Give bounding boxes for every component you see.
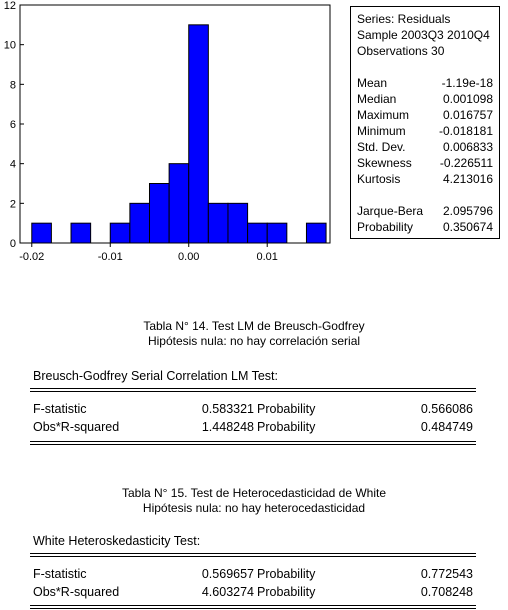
stat-name: F-statistic: [33, 567, 87, 581]
x-tick-label: 0.01: [257, 251, 278, 263]
probability-value: 0.484749: [420, 420, 473, 434]
breusch-godfrey-test-title: Breusch-Godfrey Serial Correlation LM Te…: [33, 369, 279, 383]
table14-row-f-statistic: F-statistic 0.583321 Probability 0.56608…: [33, 402, 473, 419]
histogram-bar: [227, 202, 249, 244]
y-tick-label: 2: [10, 198, 16, 210]
table14-bottom-rule-2: [30, 444, 476, 445]
stat-value: 0.569657: [201, 567, 254, 581]
white-test-title: White Heteroskedasticity Test:: [33, 534, 201, 548]
stats-value: -1.19e-18: [441, 76, 493, 90]
histogram-bar: [109, 222, 131, 244]
probability-label: Probability: [257, 420, 316, 434]
stats-label: Jarque-Bera: [357, 204, 424, 218]
table15-bottom-rule: [30, 605, 476, 606]
histogram-bar: [188, 24, 209, 244]
histogram-bar: [129, 202, 150, 244]
stats-observations-line: Observations 30: [357, 44, 445, 58]
stats-label: Kurtosis: [357, 172, 401, 186]
table15-row-f-statistic: F-statistic 0.569657 Probability 0.77254…: [33, 567, 473, 584]
stat-value: 0.583321: [201, 402, 254, 416]
probability-label: Probability: [257, 585, 316, 599]
y-tick-label: 4: [10, 159, 16, 171]
histogram-bar: [207, 202, 229, 244]
y-tick-label: 12: [4, 0, 16, 12]
probability-label: Probability: [257, 567, 316, 581]
stats-row-skewness: Skewness -0.226511: [357, 155, 493, 171]
table14-caption-hypothesis: Hipótesis nula: no hay correlación seria…: [147, 334, 361, 348]
stats-sample-line: Sample 2003Q3 2010Q4: [357, 28, 490, 42]
table14-top-rule: [30, 388, 476, 389]
stats-label: Skewness: [357, 156, 412, 170]
x-tick-label: 0.00: [178, 251, 199, 263]
table15-top-rule-2: [30, 556, 476, 557]
probability-value: 0.708248: [420, 585, 473, 599]
x-tick-label: -0.01: [98, 251, 123, 263]
probability-value: 0.566086: [420, 402, 473, 416]
stat-name: Obs*R-squared: [33, 585, 120, 599]
stats-row-maximum: Maximum 0.016757: [357, 107, 493, 123]
stats-label: Maximum: [357, 108, 410, 122]
histogram-bar: [247, 222, 268, 244]
stats-row-std-dev: Std. Dev. 0.006833: [357, 139, 493, 155]
stats-spacer: [357, 187, 493, 203]
table15-caption-hypothesis: Hipótesis nula: no hay heterocedasticida…: [142, 501, 366, 515]
table15-top-rule: [30, 553, 476, 554]
stats-value: 0.001098: [442, 92, 493, 106]
table15-caption-title: Tabla N° 15. Test de Heterocedasticidad …: [121, 486, 387, 500]
stats-value: 0.350674: [442, 220, 493, 234]
stats-row-jarque-bera: Jarque-Bera 2.095796: [357, 203, 493, 219]
histogram-bar: [168, 163, 190, 244]
histogram-bar: [266, 222, 288, 244]
stats-label: Probability: [357, 220, 414, 234]
stats-label: Mean: [357, 76, 388, 90]
stats-row-minimum: Minimum -0.018181: [357, 123, 493, 139]
stats-value: -0.018181: [438, 124, 493, 138]
stats-value: 0.006833: [442, 140, 493, 154]
table15-bottom-rule-2: [30, 608, 476, 609]
stat-name: Obs*R-squared: [33, 420, 120, 434]
stats-value: 0.016757: [442, 108, 493, 122]
x-tick-label: -0.02: [19, 251, 44, 263]
descriptive-stats-box: Series: Residuals Sample 2003Q3 2010Q4 O…: [350, 6, 500, 239]
stats-label: Std. Dev.: [357, 140, 406, 154]
table14-caption-title: Tabla N° 14. Test LM de Breusch-Godfrey: [143, 319, 365, 333]
table14-top-rule-2: [30, 391, 476, 392]
histogram-bar: [31, 222, 52, 244]
residuals-histogram: 0 2 4 6 8 10 12 -0.02 -0.01 0.00 0.01: [4, 0, 331, 263]
histogram-bar: [148, 183, 170, 244]
probability-label: Probability: [257, 402, 316, 416]
histogram-bar: [70, 222, 92, 244]
table15-row-obs-r-squared: Obs*R-squared 4.603274 Probability 0.708…: [33, 585, 473, 602]
stat-name: F-statistic: [33, 402, 87, 416]
stats-row-mean: Mean -1.19e-18: [357, 75, 493, 91]
y-tick-label: 10: [4, 40, 16, 52]
histogram-bar: [305, 222, 327, 244]
stats-spacer: [357, 59, 493, 75]
stats-label: Median: [357, 92, 397, 106]
stats-series-line: Series: Residuals: [357, 12, 451, 26]
stats-row-median: Median 0.001098: [357, 91, 493, 107]
stats-value: -0.226511: [439, 156, 493, 170]
probability-value: 0.772543: [420, 567, 473, 581]
y-tick-label: 6: [10, 119, 16, 131]
stats-value: 2.095796: [442, 204, 493, 218]
stat-value: 4.603274: [201, 585, 254, 599]
stats-value: 4.213016: [442, 172, 493, 186]
y-tick-label: 0: [10, 238, 16, 250]
stat-value: 1.448248: [201, 420, 254, 434]
stats-row-probability: Probability 0.350674: [357, 219, 493, 235]
y-tick-label: 8: [10, 79, 16, 91]
table14-row-obs-r-squared: Obs*R-squared 1.448248 Probability 0.484…: [33, 420, 473, 437]
stats-row-kurtosis: Kurtosis 4.213016: [357, 171, 493, 187]
table14-bottom-rule: [30, 441, 476, 442]
stats-label: Minimum: [357, 124, 406, 138]
